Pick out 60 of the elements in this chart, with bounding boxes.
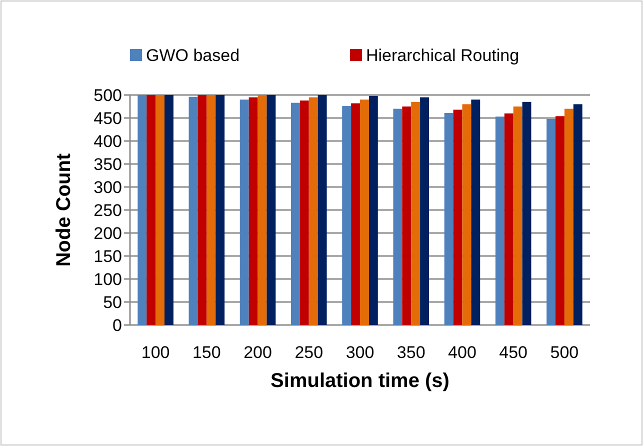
bar bbox=[393, 108, 402, 325]
bar bbox=[504, 113, 514, 325]
bar bbox=[188, 96, 198, 325]
bar bbox=[206, 95, 216, 325]
bar bbox=[146, 95, 156, 325]
y-tick-label: 250 bbox=[94, 200, 122, 220]
x-tick-label: 250 bbox=[294, 343, 324, 362]
x-axis-title: Simulation time (s) bbox=[270, 370, 450, 392]
bar bbox=[522, 102, 532, 325]
bar bbox=[351, 103, 360, 325]
bar bbox=[462, 104, 472, 325]
bar bbox=[573, 104, 582, 325]
bar bbox=[164, 95, 174, 325]
y-tick-label: 450 bbox=[94, 108, 122, 128]
x-tick-label: 450 bbox=[499, 343, 528, 362]
legend-label: GWO based bbox=[146, 46, 240, 65]
x-tick-label: 300 bbox=[346, 343, 374, 362]
y-tick-label: 200 bbox=[94, 224, 122, 243]
bar bbox=[564, 108, 574, 325]
bar bbox=[360, 100, 369, 325]
y-tick-label: 350 bbox=[94, 154, 122, 174]
bar bbox=[291, 102, 300, 325]
bar bbox=[266, 95, 276, 325]
bar bbox=[198, 95, 207, 325]
x-tick-label: 400 bbox=[448, 343, 476, 362]
legend-label: Hierarchical Routing bbox=[366, 46, 520, 65]
bar bbox=[420, 97, 429, 325]
bar bbox=[258, 95, 267, 325]
x-tick-label: 500 bbox=[550, 343, 579, 362]
bar bbox=[471, 100, 480, 325]
y-tick-label: 50 bbox=[103, 292, 122, 312]
y-tick-label: 400 bbox=[94, 132, 122, 151]
bar bbox=[248, 97, 258, 325]
bar bbox=[453, 110, 462, 325]
bar bbox=[300, 100, 309, 325]
bar bbox=[444, 112, 454, 325]
bar bbox=[495, 116, 504, 325]
bar bbox=[318, 95, 327, 325]
bar bbox=[411, 102, 420, 325]
bar bbox=[546, 118, 556, 325]
bar bbox=[138, 95, 147, 325]
x-tick-label: 350 bbox=[396, 343, 426, 362]
bar bbox=[556, 116, 564, 325]
y-axis-title: Node Count bbox=[53, 153, 75, 267]
bar bbox=[513, 106, 522, 325]
bar bbox=[402, 106, 412, 325]
y-tick-label: 0 bbox=[112, 316, 122, 335]
bar bbox=[342, 106, 352, 325]
bar bbox=[240, 100, 249, 325]
x-tick-label: 100 bbox=[141, 343, 170, 362]
bar bbox=[216, 95, 225, 325]
y-tick-label: 300 bbox=[94, 178, 122, 197]
y-tick-label: 500 bbox=[94, 86, 122, 105]
x-tick-label: 200 bbox=[244, 343, 272, 362]
x-tick-label: 150 bbox=[192, 343, 221, 362]
bar bbox=[308, 97, 318, 325]
y-tick-label: 150 bbox=[94, 246, 122, 266]
bar bbox=[368, 96, 378, 325]
y-tick-label: 100 bbox=[94, 270, 122, 289]
bar bbox=[156, 95, 164, 325]
